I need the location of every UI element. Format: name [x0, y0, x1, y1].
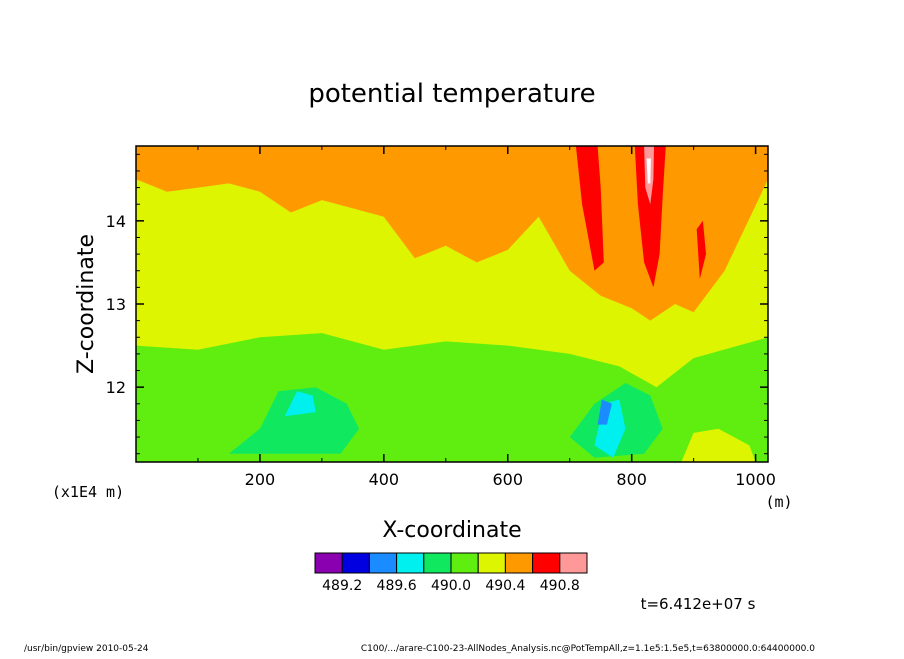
colorbar-swatch [559, 552, 588, 574]
footer-left: /usr/bin/gpview 2010-05-24 [24, 644, 149, 654]
footer-right: C100/.../arare-C100-23-AllNodes_Analysis… [361, 644, 815, 654]
y-unit-label: (x1E4 m) [52, 483, 124, 501]
contour-region-10 [634, 146, 666, 288]
colorbar-label: 489.2 [322, 578, 362, 594]
x-tick-label: 1000 [735, 470, 776, 489]
contour-region-7 [597, 399, 612, 425]
colorbar-swatch [504, 552, 534, 574]
x-tick-label: 200 [245, 470, 276, 489]
colorbar-label: 489.6 [377, 578, 417, 594]
colorbar-swatch [396, 552, 425, 574]
contour-field [136, 146, 768, 462]
time-label: t=6.412e+07 s [641, 595, 756, 613]
x-axis-label: X-coordinate [382, 518, 521, 543]
colorbar: 489.2 489.6 490.0 490.4 490.8 [314, 552, 588, 594]
contour-region-8 [681, 428, 756, 462]
colorbar-swatch [368, 552, 398, 574]
colorbar-swatch [314, 552, 343, 574]
colorbar-swatch [450, 552, 479, 574]
contour-region-13 [646, 158, 651, 184]
y-axis-label: Z-coordinate [74, 234, 99, 374]
contour-region-11 [696, 220, 706, 280]
x-tick-label: 800 [616, 470, 647, 489]
axis-ticks: 200 400 600 800 1000 12 13 14 [106, 146, 776, 489]
y-tick-label: 13 [106, 295, 126, 314]
colorbar-label: 490.4 [485, 578, 525, 594]
colorbar-label: 490.8 [540, 578, 580, 594]
colorbar-label: 490.0 [431, 578, 471, 594]
chart-title: potential temperature [308, 79, 595, 109]
y-tick-label: 14 [106, 212, 126, 231]
contour-region-5 [284, 391, 316, 417]
colorbar-swatch [341, 552, 370, 574]
colorbar-swatch [477, 552, 506, 574]
x-tick-label: 400 [369, 470, 400, 489]
contour-region-9 [575, 146, 604, 271]
x-unit-label: (m) [765, 493, 792, 511]
colorbar-swatch [532, 552, 561, 574]
colorbar-swatch [423, 552, 452, 574]
contour-region-3 [228, 387, 360, 454]
x-tick-label: 600 [492, 470, 523, 489]
y-tick-label: 12 [106, 378, 126, 397]
